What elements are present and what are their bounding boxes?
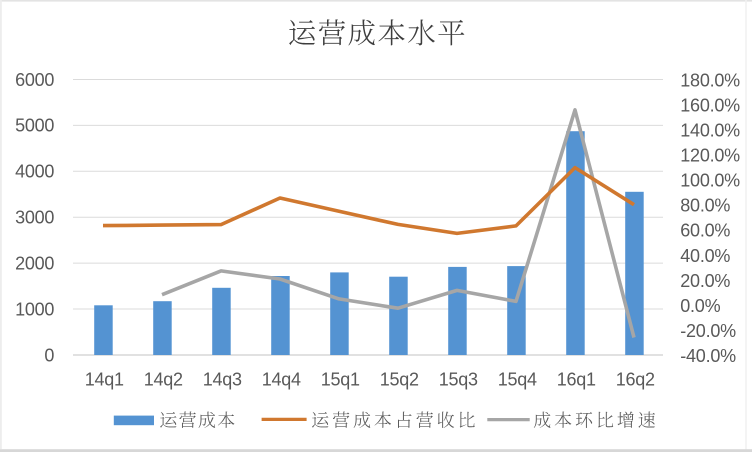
svg-text:2000: 2000 <box>15 253 54 273</box>
svg-text:3000: 3000 <box>15 208 54 228</box>
svg-text:0.0%: 0.0% <box>680 296 720 316</box>
svg-text:5000: 5000 <box>15 116 54 136</box>
svg-text:14q2: 14q2 <box>144 370 183 390</box>
svg-text:4000: 4000 <box>15 162 54 182</box>
svg-text:100.0%: 100.0% <box>680 171 740 191</box>
svg-text:15q1: 15q1 <box>321 370 360 390</box>
svg-text:14q1: 14q1 <box>85 370 124 390</box>
svg-text:14q3: 14q3 <box>203 370 242 390</box>
svg-text:14q4: 14q4 <box>262 370 301 390</box>
svg-text:15q4: 15q4 <box>498 370 537 390</box>
svg-text:120.0%: 120.0% <box>680 146 740 166</box>
svg-text:1000: 1000 <box>15 299 54 319</box>
svg-text:15q2: 15q2 <box>380 370 419 390</box>
svg-text:0: 0 <box>44 345 54 365</box>
svg-text:16q1: 16q1 <box>557 370 596 390</box>
svg-text:40.0%: 40.0% <box>680 246 730 266</box>
svg-text:6000: 6000 <box>15 70 54 90</box>
svg-text:20.0%: 20.0% <box>680 271 730 291</box>
svg-text:-20.0%: -20.0% <box>680 321 736 341</box>
svg-text:15q3: 15q3 <box>439 370 478 390</box>
svg-text:160.0%: 160.0% <box>680 96 740 116</box>
svg-text:16q2: 16q2 <box>616 370 655 390</box>
svg-text:140.0%: 140.0% <box>680 121 740 141</box>
svg-text:-40.0%: -40.0% <box>680 346 736 366</box>
svg-text:60.0%: 60.0% <box>680 221 730 241</box>
svg-text:180.0%: 180.0% <box>680 70 740 90</box>
svg-text:80.0%: 80.0% <box>680 196 730 216</box>
